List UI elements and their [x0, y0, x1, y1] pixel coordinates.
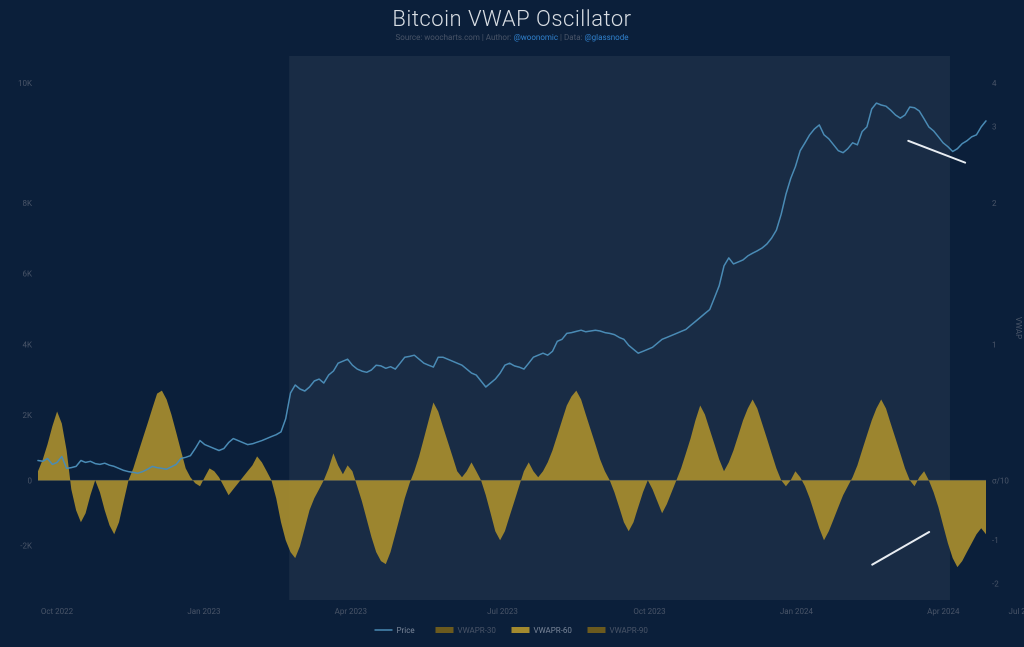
chart-container: Bitcoin VWAP OscillatorSource: woocharts… [0, 0, 1024, 647]
y-right-axis-title: VWAP [1014, 317, 1023, 339]
y-left-tick-label: 2K [22, 411, 32, 420]
x-tick-label: Jul 2023 [487, 607, 518, 616]
y-right-tick-label: 3 [992, 123, 997, 132]
x-tick-label: Oct 2023 [633, 607, 665, 616]
x-tick-label: Apr 2024 [927, 607, 960, 616]
chart-svg: Bitcoin VWAP OscillatorSource: woocharts… [0, 0, 1024, 647]
x-tick-label: Jul 2024 [1009, 607, 1024, 616]
legend-label: VWAPR-90 [610, 626, 649, 635]
y-right-tick-label: -2 [992, 580, 999, 589]
x-tick-label: Apr 2023 [335, 607, 367, 616]
legend-swatch-area [588, 627, 606, 633]
legend-swatch-area [436, 627, 454, 633]
x-tick-label: Jan 2024 [780, 607, 814, 616]
y-right-tick-label: 1 [992, 340, 997, 349]
y-right-tick-label: σ/10 [992, 476, 1009, 485]
y-left-tick-label: 0 [28, 476, 33, 485]
chart-subtitle: Source: woocharts.com | Author: @woonomi… [396, 33, 629, 42]
y-left-tick-label: 6K [22, 270, 32, 279]
y-left-tick-label: 8K [22, 199, 32, 208]
x-tick-label: Jan 2023 [187, 607, 220, 616]
legend-label: VWAPR-30 [458, 626, 497, 635]
y-right-tick-label: -1 [992, 536, 999, 545]
y-right-tick-label: 2 [992, 199, 997, 208]
chart-title: Bitcoin VWAP Oscillator [392, 7, 631, 32]
legend-label: Price [397, 626, 415, 635]
legend-swatch-area [512, 627, 530, 633]
y-left-tick-label: -2K [20, 542, 33, 551]
y-right-tick-label: 4 [992, 79, 997, 88]
y-left-tick-label: 4K [22, 340, 32, 349]
x-tick-label: Oct 2022 [41, 607, 74, 616]
legend-label: VWAPR-60 [534, 626, 573, 635]
y-left-tick-label: 10K [18, 79, 33, 88]
